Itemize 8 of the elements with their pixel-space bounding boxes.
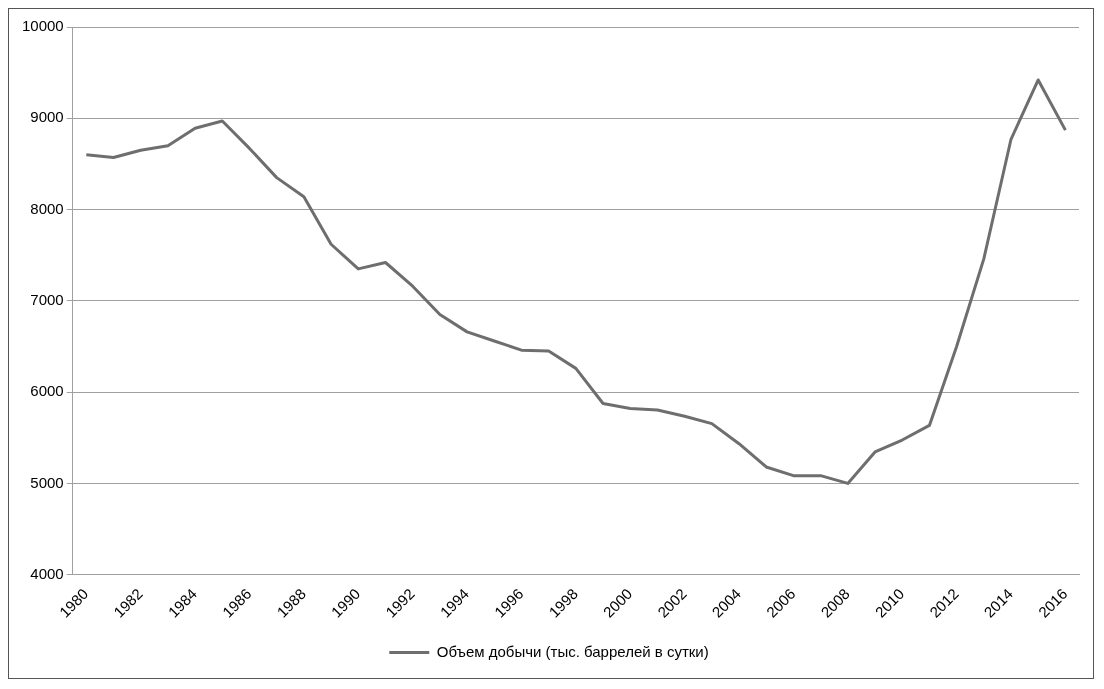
y-tick-label: 7000 [30, 290, 64, 308]
y-tick-label: 8000 [30, 199, 64, 217]
legend-label: Объем добычи (тыс. баррелей в сутки) [436, 642, 709, 660]
y-tick-label: 4000 [30, 564, 64, 582]
y-tick-label: 10000 [21, 17, 64, 35]
y-tick-label: 5000 [30, 473, 64, 491]
y-tick-label: 9000 [30, 108, 64, 126]
y-tick-label: 6000 [30, 382, 64, 400]
